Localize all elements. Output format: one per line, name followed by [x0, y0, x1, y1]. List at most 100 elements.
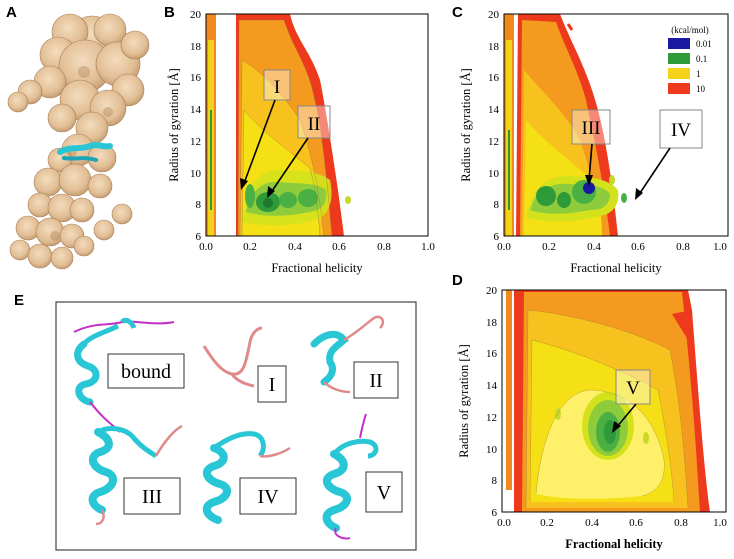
annotation-ii: II	[308, 114, 321, 135]
protein-surface-image	[7, 13, 150, 270]
structure-ii-image	[310, 315, 385, 394]
y-tick: 10	[488, 168, 500, 180]
x-tick: 1.0	[421, 241, 435, 253]
x-tick: 0.2	[542, 241, 556, 253]
annotation-iv: IV	[671, 120, 691, 141]
x-axis-label: Fractional helicity	[565, 537, 663, 551]
structure-label-ii: II	[369, 370, 382, 392]
y-tick: 18	[488, 41, 500, 53]
legend-swatch-2	[668, 68, 690, 79]
arrow-i	[242, 99, 276, 187]
y-tick: 8	[492, 475, 498, 487]
y-tick: 14	[488, 104, 500, 116]
panel-label-a: A	[6, 4, 17, 21]
structure-v-image	[322, 413, 379, 540]
x-tick: 0.6	[629, 517, 643, 529]
arrow-v	[615, 403, 637, 429]
arrow-iv	[637, 147, 671, 197]
y-tick: 12	[190, 136, 201, 148]
panel-e: E bound I II	[14, 292, 454, 554]
y-tick: 8	[196, 199, 202, 211]
y-tick: 6	[492, 507, 498, 519]
y-tick: 16	[486, 348, 498, 360]
arrow-ii	[269, 137, 309, 195]
x-tick: 0.0	[497, 241, 511, 253]
x-tick: 0.0	[497, 517, 511, 529]
arrowhead-iv	[635, 188, 643, 200]
label-box-bound	[107, 353, 185, 389]
x-tick: 0.4	[288, 241, 302, 253]
panel-label-c: C	[452, 4, 463, 21]
x-axis-label: Fractional helicity	[271, 261, 363, 275]
y-tick: 12	[486, 412, 497, 424]
x-tick: 0.8	[676, 241, 690, 253]
y-axis-label: Radius of gyration [Å]	[167, 68, 181, 182]
panel-b: B	[160, 0, 442, 290]
y-tick: 10	[190, 168, 202, 180]
x-axis-label: Fractional helicity	[570, 261, 662, 275]
arrow-iii	[588, 143, 593, 181]
x-tick: 0.2	[243, 241, 257, 253]
annotation-v: V	[626, 378, 640, 399]
x-tick: 0.6	[332, 241, 346, 253]
legend-swatch-1	[668, 53, 690, 64]
chart-d: 0.0 0.2 0.4 0.6 0.8 1.0 6 8 10 12 14 16 …	[457, 285, 727, 551]
x-tick: 0.4	[585, 517, 599, 529]
annotation-box-iii	[571, 109, 611, 145]
y-tick: 6	[494, 231, 500, 243]
structure-i-image	[202, 326, 263, 388]
label-box-ii	[353, 361, 399, 399]
structure-iv-image	[202, 431, 291, 524]
y-tick: 8	[494, 199, 500, 211]
arrowhead-i	[240, 178, 248, 190]
annotation-box-v	[615, 369, 651, 405]
y-tick: 20	[486, 285, 498, 297]
legend-swatch-0	[668, 38, 690, 49]
legend-label: 0.1	[696, 54, 707, 64]
y-tick: 18	[190, 41, 202, 53]
y-tick: 20	[190, 9, 202, 21]
label-box-iii	[123, 477, 181, 515]
x-tick: 0.8	[377, 241, 391, 253]
y-tick: 14	[190, 104, 202, 116]
structure-label-bound: bound	[121, 361, 171, 383]
x-tick: 0.6	[631, 241, 645, 253]
chart-b: 0.0 0.2 0.4 0.6 0.8 1.0 6 8 10 12 14 16 …	[167, 9, 435, 275]
y-axis-label: Radius of gyration [Å]	[459, 68, 473, 182]
x-tick: 1.0	[713, 517, 727, 529]
y-tick: 16	[488, 72, 500, 84]
y-tick: 12	[488, 136, 499, 148]
arrowhead-ii	[267, 186, 275, 198]
structure-iii-image	[88, 424, 183, 526]
legend-label: 0.01	[696, 39, 712, 49]
panel-c: C (kcal/mol) 0.01	[452, 0, 734, 290]
panel-a: A	[0, 0, 160, 285]
label-box-i	[257, 365, 287, 403]
legend-label: 1	[696, 69, 701, 79]
arrowhead-iii	[585, 175, 593, 186]
x-tick: 0.4	[587, 241, 601, 253]
annotation-box-ii	[297, 105, 331, 139]
legend-title: (kcal/mol)	[671, 25, 709, 35]
x-tick: 0.2	[540, 517, 554, 529]
annotation-box-iv	[659, 109, 703, 149]
annotation-iii: III	[582, 118, 601, 139]
structure-bound-image	[73, 317, 175, 433]
arrowhead-v	[612, 421, 621, 433]
y-tick: 10	[486, 444, 498, 456]
y-tick: 14	[486, 380, 498, 392]
legend-swatch-3	[668, 83, 690, 94]
structure-label-iv: IV	[257, 486, 279, 508]
legend: (kcal/mol) 0.01 0.1 1 10	[668, 25, 712, 94]
legend-label: 10	[696, 84, 706, 94]
structure-label-v: V	[377, 482, 392, 504]
panel-label-b: B	[164, 4, 175, 21]
panel-d: D 0.0	[452, 270, 734, 559]
x-tick: 1.0	[713, 241, 727, 253]
chart-c: (kcal/mol) 0.01 0.1 1 10 0.0 0.2 0.4 0.6…	[459, 9, 729, 275]
y-axis-label: Radius of gyration [Å]	[457, 344, 471, 458]
panel-label-d: D	[452, 272, 463, 289]
x-tick: 0.8	[674, 517, 688, 529]
structures-figure: bound I II III IV	[55, 301, 417, 551]
y-tick: 6	[196, 231, 202, 243]
